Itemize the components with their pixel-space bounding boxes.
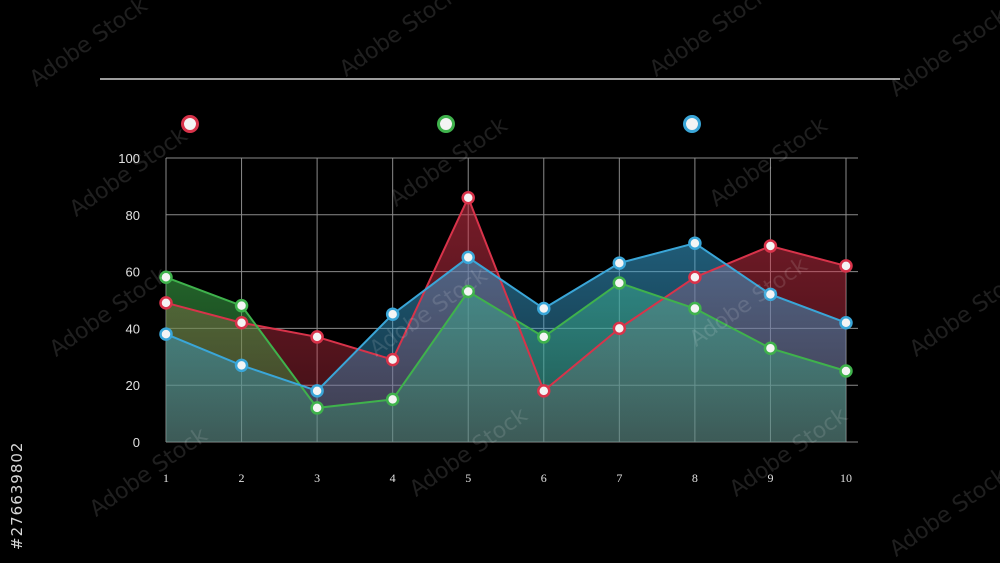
data-point <box>385 307 400 321</box>
x-tick-label: 3 <box>314 471 320 485</box>
y-tick-label: 80 <box>126 208 140 223</box>
series-points <box>159 191 853 415</box>
data-point <box>537 301 551 316</box>
series-areas <box>166 197 846 442</box>
data-point <box>159 296 173 310</box>
x-tick-label: 2 <box>239 471 245 485</box>
x-tick-label: 4 <box>390 471 396 485</box>
data-point <box>461 250 475 265</box>
x-tick-label: 9 <box>767 471 773 485</box>
data-point <box>385 392 400 407</box>
y-tick-label: 40 <box>126 321 140 336</box>
data-point <box>839 364 853 378</box>
data-point <box>763 341 778 356</box>
data-point <box>310 330 324 344</box>
series-line <box>165 195 847 393</box>
data-point <box>461 284 475 299</box>
data-point <box>310 401 324 415</box>
legend-marker <box>683 115 701 133</box>
data-point <box>612 276 627 290</box>
data-point <box>839 259 853 273</box>
x-tick-label: 1 <box>163 471 169 485</box>
data-point <box>234 358 249 373</box>
data-point <box>688 301 702 316</box>
data-point <box>310 384 324 398</box>
legend-marker <box>181 115 199 133</box>
x-tick-label: 6 <box>541 471 547 485</box>
y-tick-label: 20 <box>126 378 140 393</box>
data-point <box>612 256 627 270</box>
data-point <box>159 327 173 341</box>
axis-ticks: 0 20 40 60 80 100 1 2 3 4 5 6 7 8 9 10 <box>118 151 852 485</box>
x-tick-label: 10 <box>840 471 852 485</box>
series-line <box>165 276 847 409</box>
stock-id-text: #276639802 <box>8 441 26 550</box>
y-tick-label: 0 <box>133 435 140 450</box>
x-tick-label: 5 <box>465 471 471 485</box>
data-point <box>461 191 475 205</box>
data-point <box>537 384 551 398</box>
data-point <box>688 270 702 285</box>
data-point <box>385 352 400 367</box>
series-area <box>166 243 846 442</box>
x-tick-label: 7 <box>616 471 622 485</box>
y-tick-label: 60 <box>126 265 140 280</box>
x-tick-label: 8 <box>692 471 698 485</box>
data-point <box>159 270 173 285</box>
y-tick-label: 100 <box>118 151 140 166</box>
stock-id-watermark: #276639802 <box>8 330 36 550</box>
data-point <box>763 239 778 253</box>
legend-marker <box>437 115 455 133</box>
data-point <box>537 330 551 344</box>
data-point <box>839 315 853 330</box>
data-point <box>688 236 702 250</box>
series-lines <box>165 195 847 409</box>
series-line <box>165 242 847 393</box>
data-point <box>612 321 627 336</box>
legend <box>181 115 701 133</box>
data-point <box>234 298 249 313</box>
data-point <box>234 315 249 330</box>
data-point <box>763 287 778 302</box>
